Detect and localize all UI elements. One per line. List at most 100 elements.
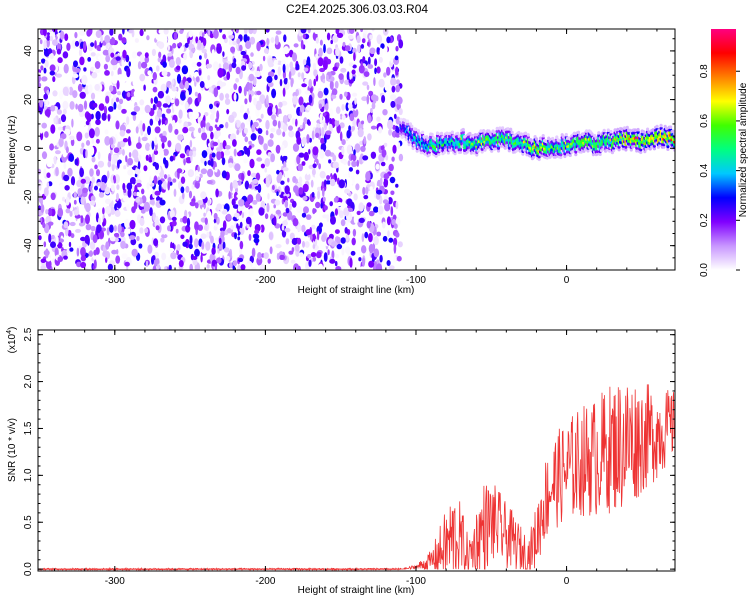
- spectrogram-noise-cell: [380, 161, 386, 167]
- spectrogram-noise-cell: [291, 247, 295, 253]
- spectrogram-noise-cell: [348, 78, 354, 84]
- spectrogram-signal-cell: [415, 149, 419, 153]
- spectrogram-noise-cell: [113, 177, 117, 184]
- spectrogram-noise-cell: [188, 190, 193, 199]
- spectrogram-noise-cell: [106, 170, 110, 179]
- spectrogram-signal-cell: [598, 152, 602, 156]
- spectrogram-noise-cell: [193, 128, 198, 138]
- spectrogram-noise-cell: [47, 221, 54, 226]
- spectrogram-noise-cell: [162, 130, 167, 137]
- spectrogram-noise-cell: [143, 84, 146, 91]
- spectrogram-noise-cell: [115, 56, 121, 61]
- x-tick-label: -300: [105, 275, 125, 286]
- spectrogram-noise-cell: [361, 38, 366, 44]
- spectrogram-noise-cell: [233, 92, 237, 101]
- y-tick-label: 0: [23, 145, 34, 151]
- spectrogram-noise-cell: [199, 55, 202, 60]
- spectrogram-noise-cell: [339, 56, 344, 64]
- spectrogram-noise-cell: [50, 241, 56, 248]
- spectrogram-noise-cell: [162, 103, 169, 108]
- spectrogram-noise-cell: [218, 237, 222, 245]
- spectrogram-signal-cell: [406, 119, 410, 124]
- spectrogram-noise-cell: [198, 69, 202, 76]
- spectrogram-noise-cell: [336, 236, 341, 245]
- colorbar-label: Normalized spectral amplitude: [738, 82, 749, 217]
- spectrogram-noise-cell: [157, 263, 160, 270]
- spectrogram-noise-cell: [249, 36, 256, 45]
- spectrogram-noise-cell: [125, 129, 131, 134]
- spectrogram-noise-cell: [375, 192, 381, 200]
- spectrogram-noise-cell: [52, 90, 58, 97]
- spectrogram-signal-cell: [574, 152, 578, 157]
- spectrogram-noise-cell: [257, 252, 262, 260]
- spectrogram-signal-cell: [605, 148, 609, 152]
- spectrogram-noise-cell: [197, 165, 200, 173]
- spectrogram-noise-cell: [87, 57, 92, 62]
- spectrogram-noise-cell: [166, 255, 169, 265]
- spectrogram-noise-cell: [120, 240, 126, 249]
- spectrogram-noise-cell: [396, 96, 403, 105]
- spectrogram-noise-cell: [334, 208, 338, 216]
- spectrogram-signal-cell: [606, 128, 610, 132]
- spectrogram-noise-cell: [152, 265, 157, 270]
- spectrogram-noise-cell: [157, 57, 162, 63]
- x-tick-label: -300: [105, 576, 125, 587]
- snr-scale-suffix: ): [7, 327, 18, 330]
- spectrogram-noise-cell: [292, 95, 298, 105]
- spectrogram-noise-cell: [64, 185, 70, 191]
- spectrogram-noise-cell: [245, 263, 251, 270]
- spectrogram-noise-cell: [360, 61, 363, 69]
- spectrogram-noise-cell: [346, 71, 350, 81]
- spectrogram-noise-cell: [235, 43, 239, 50]
- spectrogram-noise-cell: [325, 180, 332, 185]
- spectrogram-noise-cell: [303, 67, 309, 72]
- spectrogram-noise-cell: [367, 56, 371, 66]
- spectrogram-noise-cell: [164, 120, 168, 125]
- spectrogram-noise-cell: [195, 228, 198, 235]
- spectrogram-noise-cell: [362, 81, 369, 86]
- spectrogram-noise-cell: [60, 114, 67, 123]
- spectrogram-noise-cell: [180, 234, 185, 240]
- spectrogram-noise-cell: [362, 155, 369, 161]
- spectrogram-noise-cell: [121, 37, 127, 44]
- spectrogram-noise-cell: [118, 33, 123, 41]
- spectrogram-noise-cell: [148, 156, 153, 163]
- spectrogram-noise-cell: [276, 169, 280, 175]
- spectrogram-noise-cell: [313, 233, 316, 242]
- spectrogram-noise-cell: [114, 210, 121, 217]
- spectrogram-noise-cell: [167, 225, 172, 232]
- spectrogram-noise-cell: [161, 142, 165, 149]
- spectrogram-noise-cell: [326, 47, 333, 55]
- spectrogram-noise-cell: [222, 51, 225, 57]
- spectrogram-noise-cell: [244, 147, 249, 155]
- spectrogram-noise-cell: [115, 255, 121, 264]
- spectrogram-noise-cell: [85, 140, 91, 146]
- spectrogram-noise-cell: [340, 67, 347, 73]
- spectrogram-noise-cell: [72, 90, 78, 99]
- spectrogram-noise-cell: [139, 106, 145, 115]
- spectrogram-signal-cell: [562, 135, 566, 139]
- spectrogram-noise-cell: [175, 228, 179, 234]
- spectrogram-noise-cell: [329, 201, 334, 207]
- spectrogram-noise-cell: [130, 238, 137, 246]
- spectrogram-noise-cell: [95, 110, 101, 121]
- spectrogram-noise-cell: [182, 216, 188, 224]
- spectrogram-noise-cell: [395, 201, 399, 210]
- spectrogram-signal-cell: [419, 150, 423, 155]
- spectrogram-noise-cell: [78, 48, 83, 57]
- spectrogram-noise-cell: [233, 148, 237, 157]
- spectrogram-noise-cell: [62, 51, 69, 59]
- spectrogram-noise-cell: [80, 261, 87, 269]
- spectrogram-noise-cell: [184, 80, 189, 90]
- spectrogram-noise-cell: [364, 231, 369, 239]
- spectrogram-noise-cell: [259, 63, 263, 71]
- spectrogram-noise-cell: [159, 148, 164, 159]
- spectrogram-noise-cell: [332, 66, 338, 72]
- spectrogram-noise-cell: [292, 143, 300, 152]
- spectrogram-noise-cell: [398, 153, 404, 162]
- spectrogram-noise-cell: [105, 54, 111, 63]
- spectrogram-noise-cell: [186, 217, 191, 228]
- spectrogram-noise-cell: [348, 177, 353, 187]
- spectrogram-noise-cell: [183, 159, 186, 166]
- spectrogram-noise-cell: [306, 56, 311, 66]
